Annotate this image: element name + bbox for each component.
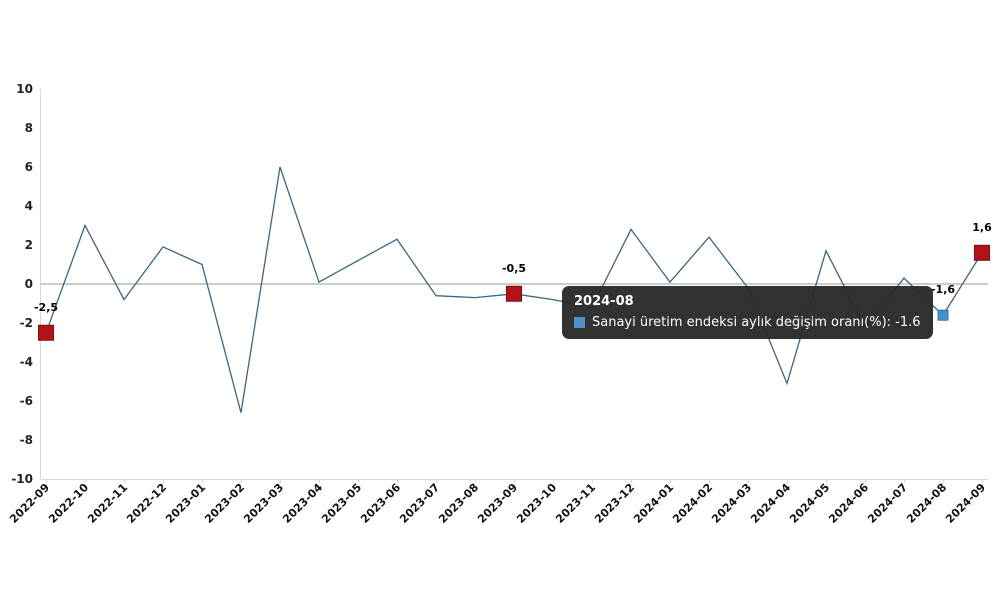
tooltip-value-text: Sanayi üretim endeksi aylık değişim oran…	[592, 315, 921, 330]
blue-square-marker[interactable]	[937, 309, 949, 321]
x-axis-tick-label: 2023-09	[475, 481, 520, 526]
y-axis-tick-label: 10	[16, 82, 33, 96]
x-axis-tick-label: 2023-03	[241, 481, 286, 526]
x-axis-tick-label: 2023-05	[319, 481, 364, 526]
y-axis-tick-label: 8	[25, 121, 33, 135]
x-axis-tick-label: 2024-08	[904, 481, 949, 526]
x-axis-tick-label: 2022-11	[85, 481, 130, 526]
x-axis-tick-label: 2024-03	[709, 481, 754, 526]
y-axis-tick-label: -6	[20, 394, 33, 408]
x-axis-tick-label: 2022-09	[7, 481, 52, 526]
blue-square-icon	[574, 317, 585, 328]
x-axis-tick-label: 2023-07	[397, 481, 442, 526]
x-axis-tick-label: 2023-01	[163, 481, 208, 526]
tooltip-title: 2024-08	[574, 294, 634, 309]
y-axis-tick-label: 4	[25, 199, 33, 213]
x-axis-tick-label: 2024-07	[865, 481, 910, 526]
red-square-marker[interactable]	[974, 244, 990, 261]
data-point-label: 1,6	[972, 221, 992, 234]
y-axis-tick-label: 6	[25, 160, 33, 174]
x-axis-tick-label: 2023-06	[358, 481, 403, 526]
x-axis-tick-label: 2024-01	[631, 481, 676, 526]
x-axis-tick-label: 2023-04	[280, 481, 325, 526]
y-axis-tick-label: -4	[20, 355, 33, 369]
x-axis-tick-label: 2023-10	[514, 481, 559, 526]
y-axis-tick-label: 2	[25, 238, 33, 252]
tooltip-body: Sanayi üretim endeksi aylık değişim oran…	[574, 315, 921, 330]
x-axis-tick-label: 2024-02	[670, 481, 715, 526]
x-axis-tick-label: 2023-02	[202, 481, 247, 526]
red-square-marker[interactable]	[38, 324, 54, 341]
y-axis-tick-label: -10	[11, 472, 33, 486]
x-axis-tick-label: 2023-12	[592, 481, 637, 526]
x-axis-tick-label: 2024-05	[787, 481, 832, 526]
x-axis-tick-label: 2024-06	[826, 481, 871, 526]
x-axis-tick-label: 2023-08	[436, 481, 481, 526]
x-axis-tick-label: 2024-09	[943, 481, 988, 526]
tooltip: 2024-08 Sanayi üretim endeksi aylık deği…	[562, 286, 933, 339]
x-axis-tick-label: 2022-10	[46, 481, 91, 526]
x-axis-tick-label: 2024-04	[748, 481, 793, 526]
red-square-marker[interactable]	[506, 285, 522, 302]
x-axis-tick-label: 2022-12	[124, 481, 169, 526]
y-axis-tick-label: -2	[20, 316, 33, 330]
y-axis-tick-label: -8	[20, 433, 33, 447]
data-point-label: -1,6	[931, 283, 955, 296]
x-axis-tick-label: 2023-11	[553, 481, 598, 526]
data-point-label: -2,5	[34, 301, 58, 314]
y-axis-tick-label: 0	[25, 277, 33, 291]
data-point-label: -0,5	[502, 262, 526, 275]
